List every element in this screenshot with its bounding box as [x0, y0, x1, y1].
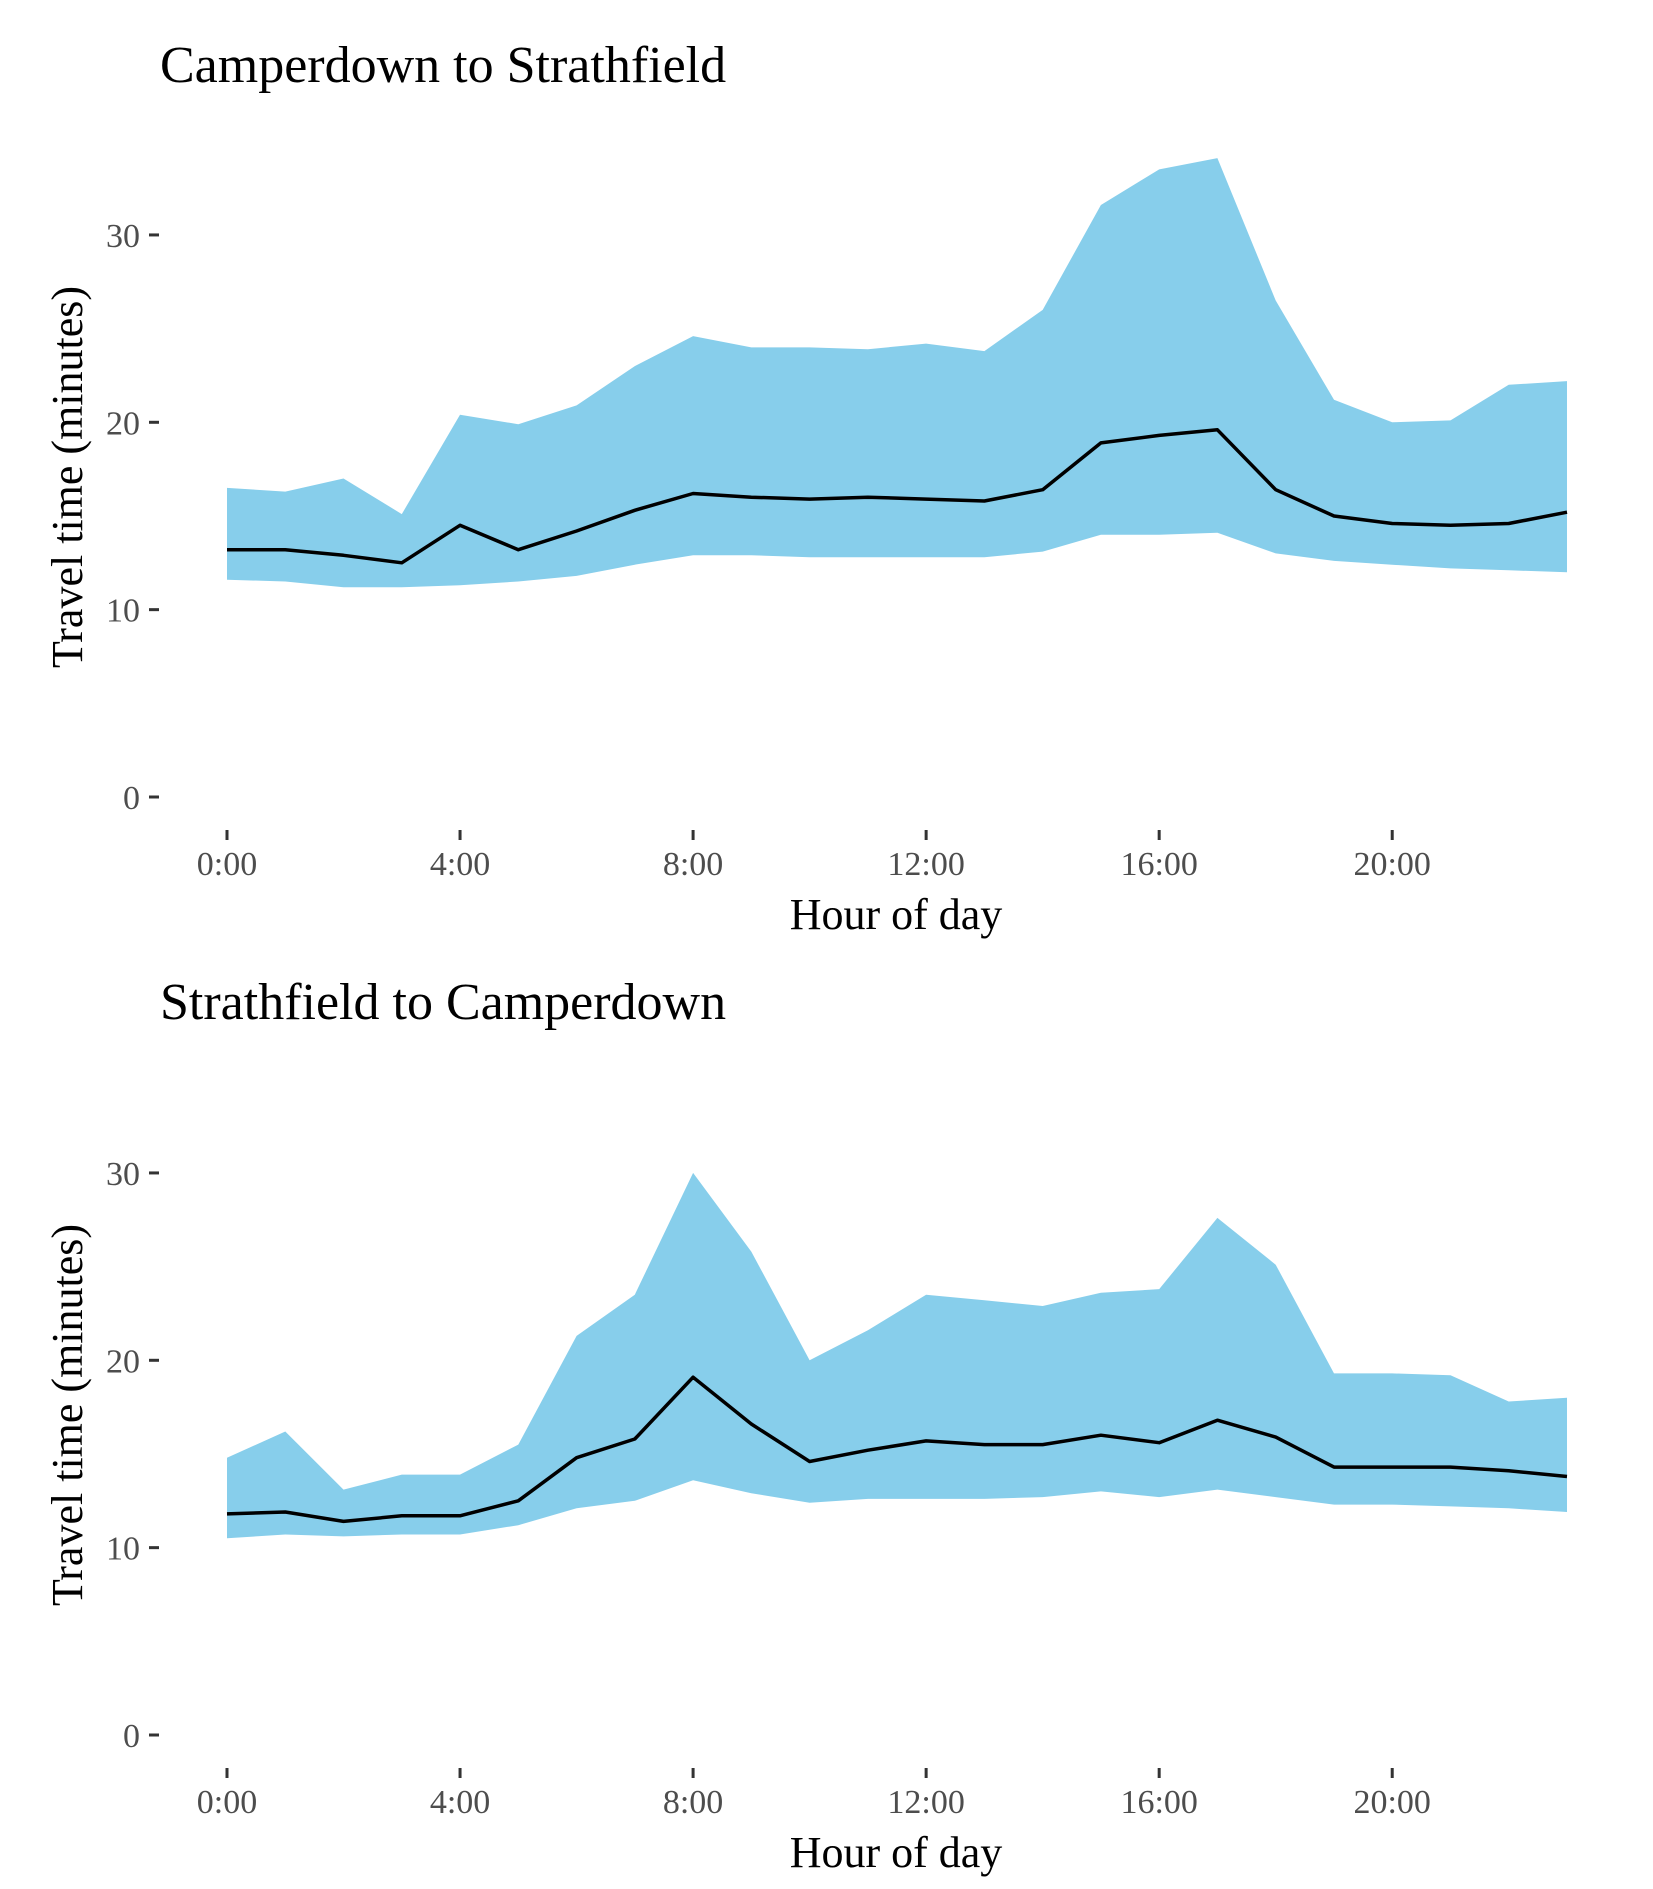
x-tick-label: 4:00 [430, 846, 490, 883]
y-axis-title: Travel time (minutes) [43, 1224, 92, 1606]
chart-panel-camperdown-to-strathfield: Camperdown to Strathfield Travel time (m… [43, 37, 1568, 939]
x-tick-label: 0:00 [197, 846, 257, 883]
interval-band [227, 1172, 1567, 1539]
median-line [226, 1375, 1568, 1524]
chart-title: Strathfield to Camperdown [160, 974, 726, 1031]
x-tick-label: 4:00 [430, 1784, 490, 1821]
chart-panel-strathfield-to-camperdown: Strathfield to Camperdown Travel time (m… [43, 974, 1568, 1877]
x-tick-label: 8:00 [663, 846, 723, 883]
plot-area: 0 10 20 30 0:00 4:00 8:00 12:00 16:00 20:00 [106, 158, 1568, 883]
y-axis: 0 10 20 30 [106, 218, 159, 817]
median-line [227, 428, 1568, 565]
interval-band [227, 158, 1567, 588]
y-tick-label: 30 [106, 1156, 140, 1193]
x-axis: 0:00 4:00 8:00 12:00 16:00 20:00 [197, 830, 1431, 883]
x-axis-title: Hour of day [790, 890, 1003, 939]
x-tick-label: 12:00 [887, 1784, 964, 1821]
chart-title: Camperdown to Strathfield [160, 37, 726, 94]
x-tick-label: 20:00 [1353, 846, 1430, 883]
y-axis: 0 10 20 30 [106, 1156, 159, 1755]
y-tick-label: 0 [123, 780, 140, 817]
x-tick-label: 12:00 [887, 846, 964, 883]
x-tick-label: 8:00 [663, 1784, 723, 1821]
y-tick-label: 10 [106, 1531, 140, 1568]
y-tick-label: 10 [106, 593, 140, 630]
x-tick-label: 16:00 [1120, 1784, 1197, 1821]
y-tick-label: 0 [123, 1718, 140, 1755]
x-tick-label: 20:00 [1353, 1784, 1430, 1821]
x-tick-label: 0:00 [197, 1784, 257, 1821]
x-axis: 0:00 4:00 8:00 12:00 16:00 20:00 [197, 1768, 1431, 1821]
plot-area: 0 10 20 30 0:00 4:00 8:00 12:00 16:00 20:00 [106, 1156, 1568, 1821]
y-tick-label: 20 [106, 405, 140, 442]
y-tick-label: 20 [106, 1343, 140, 1380]
y-tick-label: 30 [106, 218, 140, 255]
x-axis-title: Hour of day [790, 1828, 1003, 1877]
x-tick-label: 16:00 [1120, 846, 1197, 883]
y-axis-title: Travel time (minutes) [43, 286, 92, 668]
